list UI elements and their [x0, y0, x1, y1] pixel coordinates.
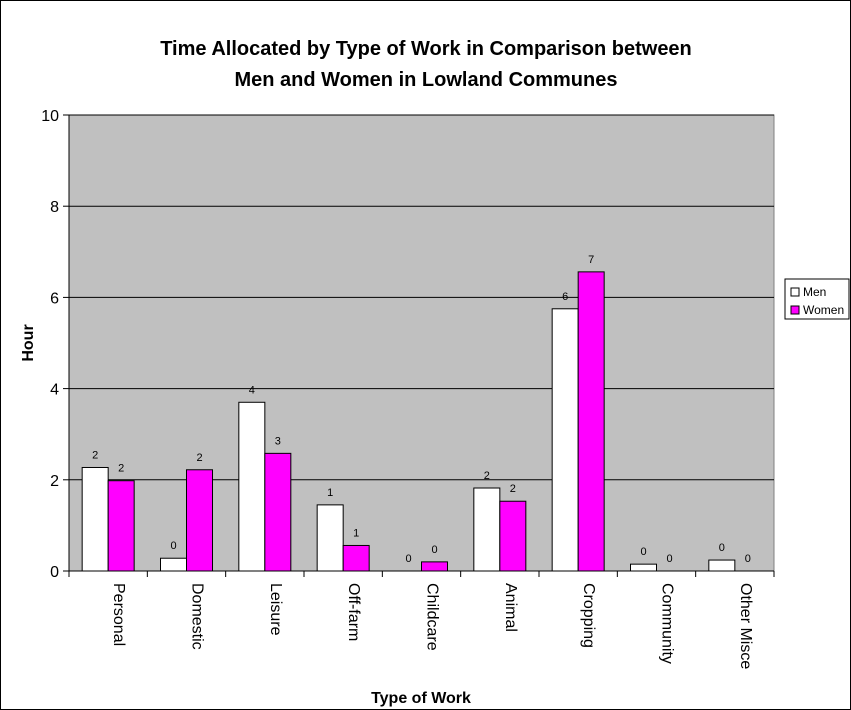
bar-men-off-farm — [316, 504, 344, 572]
bar-women-cropping — [577, 271, 605, 572]
x-tick-label: Community — [659, 583, 676, 664]
x-tick-label: Leisure — [267, 583, 284, 636]
legend-swatch — [790, 287, 800, 297]
data-label: 1 — [327, 487, 333, 499]
chart-title-line-2: Men and Women in Lowland Communes — [235, 69, 618, 91]
data-label: 0 — [431, 544, 437, 556]
bar-men-personal — [81, 466, 109, 572]
x-tick-label: Animal — [502, 583, 519, 632]
bar-men-other-misce — [708, 559, 736, 572]
data-label: 1 — [353, 527, 359, 539]
legend-label: Men — [803, 285, 826, 299]
data-label: 2 — [484, 470, 490, 482]
data-label: 0 — [405, 553, 411, 565]
data-label: 2 — [196, 452, 202, 464]
legend-label: Women — [803, 303, 844, 317]
legend: Men Women — [784, 278, 850, 320]
x-tick-label: Off-farm — [345, 583, 362, 641]
bar-women-off-farm — [342, 544, 370, 572]
bar-women-leisure — [264, 452, 292, 572]
data-label: 3 — [275, 435, 281, 447]
data-label: 2 — [92, 449, 98, 461]
y-tick-label: 6 — [50, 290, 59, 307]
plot-area — [68, 114, 775, 572]
data-label: 2 — [118, 463, 124, 475]
y-tick-label: 8 — [50, 199, 59, 216]
y-tick-label: 0 — [50, 564, 59, 581]
bar-men-domestic — [160, 557, 187, 572]
data-label: 0 — [170, 540, 176, 552]
data-label: 0 — [640, 546, 646, 558]
data-label: 0 — [745, 553, 751, 565]
y-tick-label: 10 — [41, 108, 59, 125]
bar-men-animal — [473, 487, 501, 572]
bar-men-cropping — [551, 308, 579, 572]
data-label: 6 — [562, 291, 568, 303]
data-label: 7 — [588, 254, 594, 266]
x-tick-label: Other Misce — [737, 583, 754, 669]
bar-men-leisure — [238, 401, 266, 572]
data-label: 2 — [510, 483, 516, 495]
data-label: 0 — [719, 542, 725, 554]
x-tick-label: Personal — [110, 583, 127, 646]
x-tick-label: Cropping — [580, 583, 597, 648]
legend-swatch — [790, 305, 800, 315]
bar-women-childcare — [421, 561, 448, 572]
data-label: 4 — [249, 384, 255, 396]
bar-women-animal — [499, 500, 527, 572]
bar-women-domestic — [186, 469, 213, 572]
chart-title-line-1: Time Allocated by Type of Work in Compar… — [160, 38, 692, 60]
x-axis-title: Type of Work — [371, 690, 471, 707]
y-tick-label: 2 — [50, 473, 59, 490]
bar-men-community — [630, 563, 657, 572]
x-tick-label: Domestic — [189, 583, 206, 650]
bar-women-personal — [107, 480, 135, 572]
y-tick-label: 4 — [50, 382, 59, 399]
data-label: 0 — [666, 553, 672, 565]
y-axis-title: Hour — [20, 324, 37, 361]
x-tick-label: Childcare — [424, 583, 441, 651]
